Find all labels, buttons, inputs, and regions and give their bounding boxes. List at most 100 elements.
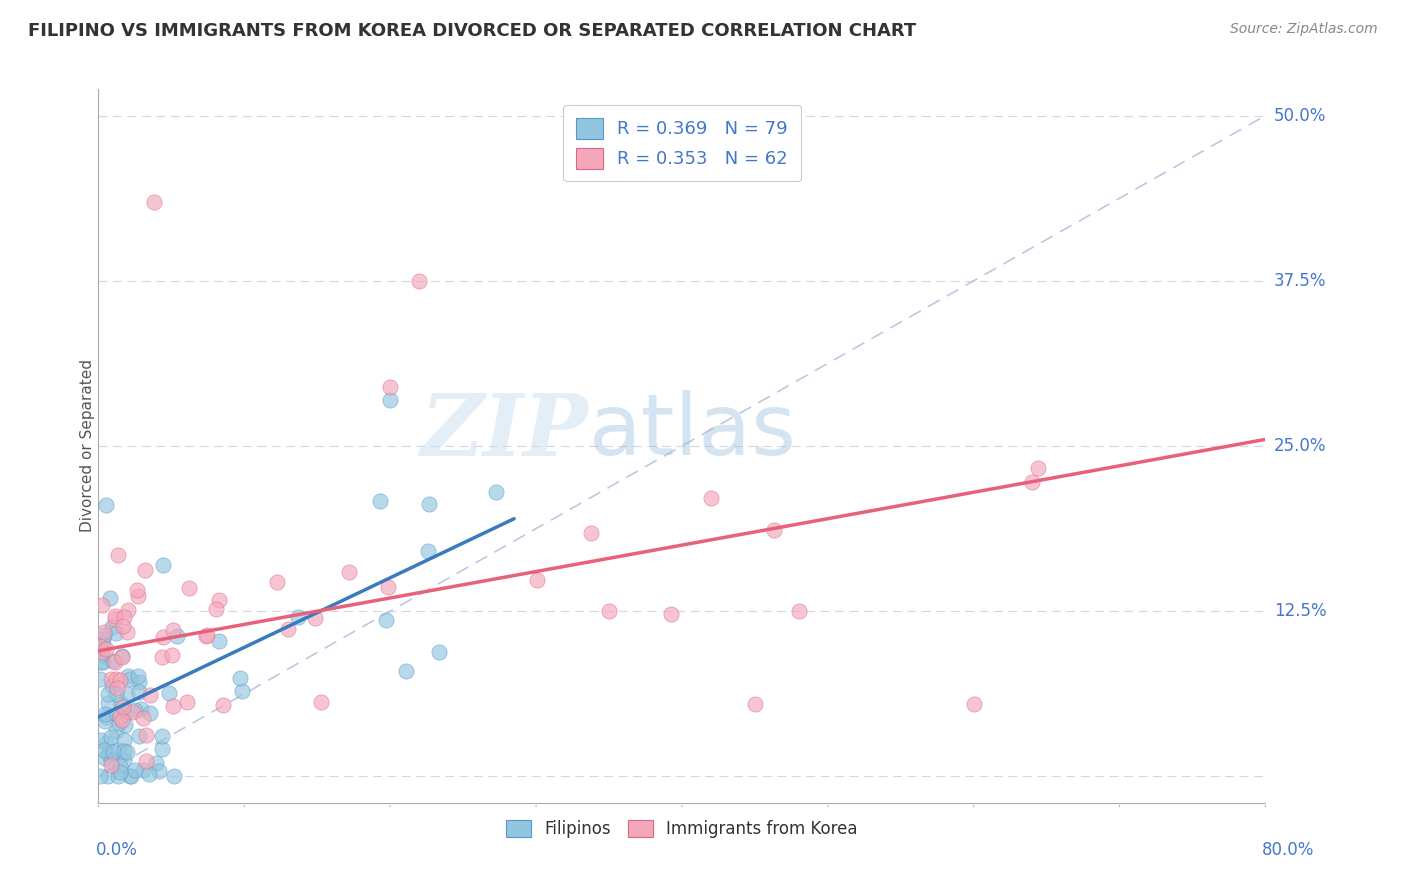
Point xyxy=(112,618,135,632)
Point xyxy=(94,751,117,765)
Point xyxy=(150,742,173,756)
Point xyxy=(128,685,150,699)
Text: FILIPINO VS IMMIGRANTS FROM KOREA DIVORCED OR SEPARATED CORRELATION CHART: FILIPINO VS IMMIGRANTS FROM KOREA DIVORC… xyxy=(28,22,917,40)
Point xyxy=(105,681,128,695)
Point xyxy=(93,625,115,640)
Point xyxy=(104,655,127,669)
Point xyxy=(110,710,132,724)
Point xyxy=(115,625,138,640)
Point xyxy=(97,696,120,710)
Text: 12.5%: 12.5% xyxy=(1274,602,1326,620)
Point xyxy=(91,598,114,612)
Point xyxy=(112,733,135,747)
Point xyxy=(380,379,402,393)
Y-axis label: Divorced or Separated: Divorced or Separated xyxy=(80,359,94,533)
Point xyxy=(150,650,173,665)
Point xyxy=(100,754,122,768)
Point xyxy=(162,648,184,662)
Point xyxy=(763,523,786,537)
Point xyxy=(96,709,118,723)
Point xyxy=(101,745,124,759)
Point xyxy=(101,654,124,668)
Point xyxy=(150,729,173,743)
Point xyxy=(107,549,129,563)
Point xyxy=(112,610,135,624)
Point xyxy=(744,697,766,711)
Point xyxy=(208,634,231,648)
Point xyxy=(368,494,391,508)
Point xyxy=(89,733,111,747)
Point xyxy=(104,608,127,623)
Point xyxy=(194,629,217,643)
Point xyxy=(135,754,157,768)
Point xyxy=(94,499,117,513)
Point xyxy=(138,689,160,703)
Point xyxy=(127,589,149,603)
Point xyxy=(112,744,135,758)
Point xyxy=(117,669,139,683)
Point xyxy=(277,622,299,636)
Point xyxy=(699,491,721,506)
Point xyxy=(145,756,167,770)
Point xyxy=(115,745,138,759)
Point xyxy=(962,697,984,711)
Point xyxy=(380,392,402,407)
Point xyxy=(94,706,117,721)
Point xyxy=(177,581,200,595)
Point xyxy=(228,671,250,685)
Point xyxy=(97,747,120,761)
Point xyxy=(157,686,180,700)
Point xyxy=(231,684,253,698)
Point xyxy=(418,544,440,558)
Point xyxy=(211,698,233,713)
Point xyxy=(579,525,602,540)
Point xyxy=(134,563,156,577)
Point xyxy=(114,706,136,721)
Point xyxy=(208,593,231,607)
Point xyxy=(166,629,188,643)
Point xyxy=(115,687,138,701)
Point xyxy=(138,766,160,780)
Point xyxy=(89,769,111,783)
Point xyxy=(427,645,450,659)
Point xyxy=(108,673,131,688)
Point xyxy=(94,641,117,656)
Point xyxy=(120,769,142,783)
Point xyxy=(132,764,155,778)
Point xyxy=(375,613,398,627)
Point xyxy=(128,729,150,743)
Point xyxy=(91,655,114,669)
Point xyxy=(120,769,142,783)
Point xyxy=(485,485,508,500)
Text: ZIP: ZIP xyxy=(420,390,589,474)
Point xyxy=(1021,475,1043,489)
Point xyxy=(100,757,122,772)
Point xyxy=(108,716,131,731)
Point xyxy=(104,612,127,626)
Point xyxy=(526,573,548,587)
Point xyxy=(598,604,620,618)
Point xyxy=(105,708,128,723)
Point xyxy=(408,274,430,288)
Point xyxy=(152,630,174,644)
Point xyxy=(89,672,111,686)
Text: 0.0%: 0.0% xyxy=(96,840,138,858)
Point xyxy=(135,728,157,742)
Point xyxy=(163,769,186,783)
Point xyxy=(94,736,117,750)
Point xyxy=(112,699,135,714)
Point xyxy=(204,602,226,616)
Point xyxy=(287,610,309,624)
Point xyxy=(89,639,111,653)
Text: 37.5%: 37.5% xyxy=(1274,272,1326,290)
Point xyxy=(110,649,132,664)
Point xyxy=(107,769,129,783)
Point xyxy=(128,674,150,689)
Point xyxy=(105,687,128,701)
Point xyxy=(122,705,145,719)
Point xyxy=(125,583,148,598)
Point xyxy=(337,565,360,579)
Point xyxy=(139,706,162,720)
Point xyxy=(124,703,146,717)
Point xyxy=(108,759,131,773)
